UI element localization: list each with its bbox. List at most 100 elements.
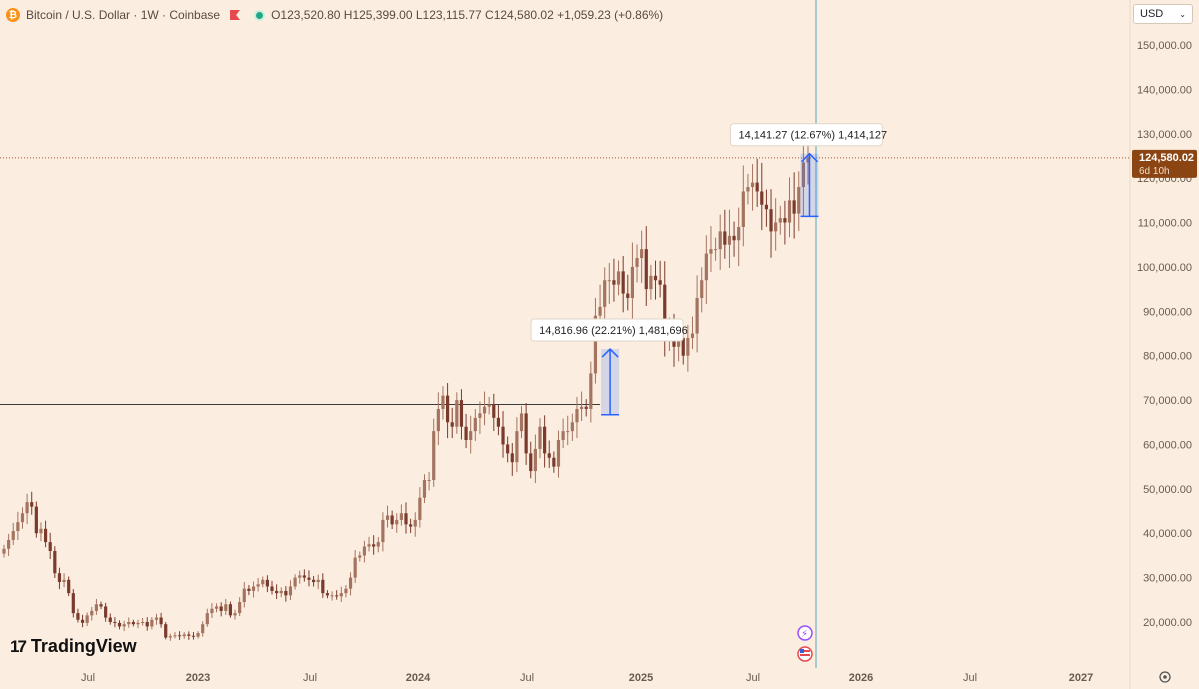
candle — [173, 631, 177, 639]
symbol-header[interactable]: ₿ Bitcoin / U.S. Dollar · 1W · Coinbase … — [6, 6, 663, 24]
bar-countdown: 6d 10h — [1139, 166, 1170, 177]
y-tick-label: 90,000.00 — [1143, 306, 1192, 318]
candle — [302, 569, 306, 582]
event-icons[interactable]: ⚡ — [797, 625, 813, 662]
plot-area[interactable] — [0, 0, 1130, 689]
candle — [339, 586, 343, 602]
candle — [575, 396, 579, 439]
tradingview-logo[interactable]: 17 TradingView — [10, 636, 137, 657]
candle — [127, 617, 131, 628]
candle — [778, 205, 782, 235]
candle — [311, 575, 316, 587]
candle — [732, 221, 736, 257]
x-tick-label: Jul — [963, 672, 977, 684]
candle — [210, 603, 214, 619]
candle — [533, 434, 537, 484]
candle — [543, 415, 547, 468]
candle — [506, 436, 510, 463]
price-range-measurements[interactable]: 14,816.96 (22.21%) 1,481,696 14,141.27 (1… — [530, 123, 887, 416]
candle — [464, 413, 468, 449]
x-tick-label: 2023 — [186, 672, 210, 684]
candle — [385, 505, 390, 528]
candle — [20, 507, 25, 529]
candle — [34, 501, 38, 538]
candle — [298, 570, 302, 584]
flag-icon[interactable] — [230, 10, 241, 20]
y-tick-label: 30,000.00 — [1143, 573, 1192, 585]
svg-text:⚡: ⚡ — [801, 629, 808, 640]
y-tick-label: 20,000.00 — [1143, 617, 1192, 629]
candle — [741, 165, 745, 247]
candle — [390, 510, 394, 530]
candle — [422, 474, 427, 504]
candle — [519, 405, 524, 439]
candle — [11, 522, 15, 546]
candle — [90, 606, 94, 621]
candle — [187, 631, 191, 640]
candle — [233, 609, 237, 620]
price-range-measure[interactable]: 14,816.96 (22.21%) 1,481,696 — [530, 318, 688, 416]
candle — [293, 574, 297, 590]
candle — [640, 230, 644, 283]
candle — [723, 209, 727, 259]
price-range-measure[interactable]: 14,141.27 (12.67%) 1,414,127 — [729, 123, 887, 218]
currency-selector[interactable]: USD ⌄ — [1133, 4, 1193, 24]
candle — [709, 226, 713, 272]
candle — [695, 275, 699, 353]
candle — [48, 532, 52, 559]
candle — [247, 585, 251, 596]
candle — [409, 518, 413, 534]
bitcoin-icon: ₿ — [6, 8, 20, 22]
candle — [482, 391, 487, 426]
candle — [316, 574, 320, 590]
y-tick-label: 70,000.00 — [1143, 395, 1192, 407]
candle — [57, 567, 62, 590]
candle — [686, 324, 690, 372]
candle — [395, 513, 399, 533]
candle — [219, 602, 223, 617]
candles — [2, 130, 810, 641]
candle — [214, 603, 219, 613]
candle — [399, 504, 403, 526]
market-status-icon[interactable] — [254, 9, 266, 21]
candle — [62, 573, 66, 588]
candle — [445, 383, 450, 439]
candle — [284, 586, 288, 602]
candle — [718, 214, 722, 270]
last-price-value: 124,580.02 — [1139, 152, 1194, 164]
y-tick-label: 110,000.00 — [1138, 218, 1192, 230]
candle — [2, 544, 6, 558]
chevron-down-icon: ⌄ — [1179, 9, 1186, 19]
candle — [607, 263, 611, 304]
candle — [787, 177, 792, 238]
candle — [436, 392, 440, 446]
candle — [182, 632, 186, 639]
candle — [524, 402, 528, 465]
candle — [469, 415, 473, 454]
x-tick-label: 2025 — [629, 672, 653, 684]
candle — [727, 209, 732, 269]
candle — [649, 264, 653, 300]
candle — [53, 546, 57, 578]
ohlc-values: O123,520.80 H125,399.00 L123,115.77 C124… — [271, 8, 664, 22]
x-axis-labels: Jul 2023 Jul 2024 Jul 2025 Jul 2026 Jul 2027 — [81, 672, 1093, 684]
candle — [325, 590, 330, 599]
candle — [177, 631, 182, 640]
candle — [635, 244, 639, 283]
candle — [242, 581, 246, 608]
candle — [584, 399, 588, 417]
lightning-icon[interactable] — [797, 625, 813, 641]
candle — [792, 172, 796, 239]
logo-text: TradingView — [30, 636, 137, 656]
candle — [612, 258, 616, 302]
currency-value: USD — [1140, 8, 1164, 20]
candle — [801, 140, 805, 216]
candle — [159, 612, 163, 628]
price-axis[interactable] — [1130, 0, 1199, 689]
x-tick-label: 2026 — [849, 672, 873, 684]
candle — [556, 430, 561, 478]
symbol-title[interactable]: Bitcoin / U.S. Dollar · 1W · Coinbase — [26, 8, 221, 22]
settings-icon[interactable] — [1159, 671, 1171, 683]
y-tick-label: 130,000.00 — [1137, 129, 1192, 141]
